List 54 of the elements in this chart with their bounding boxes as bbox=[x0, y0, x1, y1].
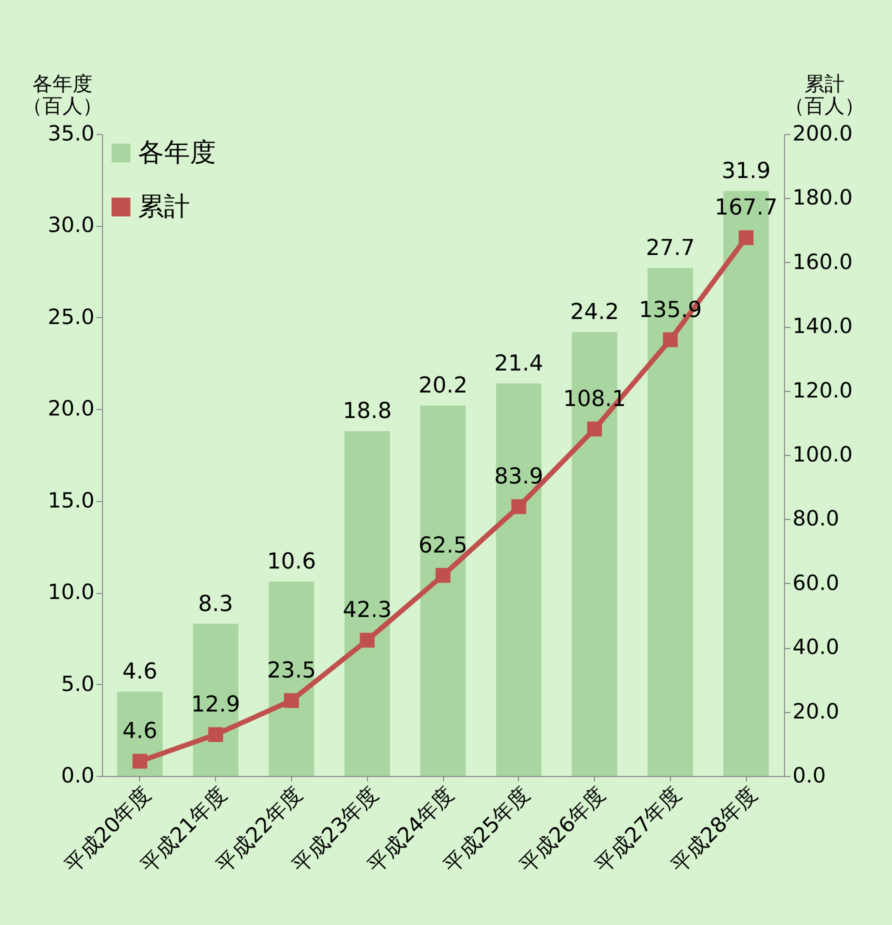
y2-tick-label: 140.0 bbox=[792, 314, 853, 338]
y2-tick-label: 160.0 bbox=[792, 250, 853, 274]
point bbox=[436, 568, 450, 583]
point bbox=[208, 727, 224, 742]
y2-tick-label: 20.0 bbox=[792, 699, 840, 724]
y2-tick-label: 60.0 bbox=[792, 570, 840, 595]
data-label: 23.5 bbox=[266, 658, 316, 684]
data-label: 8.3 bbox=[198, 592, 234, 617]
data-label: 10.6 bbox=[266, 550, 316, 575]
data-label: 20.2 bbox=[418, 373, 468, 398]
point bbox=[662, 332, 678, 348]
y-tick-label: 10.0 bbox=[48, 580, 94, 604]
data-label: 167.7 bbox=[714, 196, 778, 221]
point bbox=[511, 499, 526, 514]
data-label: 42.3 bbox=[342, 598, 392, 624]
data-label: 21.4 bbox=[494, 351, 544, 376]
point bbox=[738, 230, 754, 246]
legend-label: 累計 bbox=[138, 192, 190, 222]
y-axis-title: 各年度（百人） bbox=[22, 72, 102, 118]
data-label: 83.9 bbox=[494, 464, 544, 490]
y2-tick-label: 200.0 bbox=[792, 122, 853, 146]
data-label: 27.7 bbox=[646, 236, 695, 261]
data-label: 4.6 bbox=[122, 660, 158, 685]
y2-axis-title: 累計（百人） bbox=[784, 72, 864, 118]
y2-tick-label: 180.0 bbox=[792, 186, 853, 210]
y-tick-label: 25.0 bbox=[48, 304, 94, 329]
data-label: 4.6 bbox=[122, 719, 158, 744]
y-tick-label: 30.0 bbox=[48, 213, 94, 238]
y-tick-label: 5.0 bbox=[61, 672, 94, 696]
data-label: 24.2 bbox=[570, 300, 620, 326]
y2-tick-label: 120.0 bbox=[792, 378, 853, 402]
data-label: 62.5 bbox=[418, 533, 468, 558]
bar bbox=[117, 692, 163, 776]
point bbox=[587, 422, 602, 436]
point bbox=[360, 632, 375, 648]
bar bbox=[344, 431, 390, 776]
y-tick-label: 20.0 bbox=[48, 396, 94, 421]
y-tick-label: 15.0 bbox=[48, 488, 94, 512]
bar bbox=[420, 405, 466, 776]
point bbox=[132, 754, 148, 769]
data-label: 18.8 bbox=[342, 399, 392, 424]
bar bbox=[192, 624, 238, 776]
data-label: 12.9 bbox=[191, 692, 240, 718]
data-label: 31.9 bbox=[722, 158, 771, 184]
y2-tick-label: 100.0 bbox=[792, 442, 853, 466]
y2-tick-label: 80.0 bbox=[792, 506, 840, 531]
point bbox=[284, 693, 299, 708]
legend-label: 各年度 bbox=[138, 138, 216, 168]
bar bbox=[496, 383, 542, 776]
y2-tick-label: 0.0 bbox=[792, 764, 826, 788]
y-tick-label: 35.0 bbox=[48, 122, 94, 146]
y2-tick-label: 40.0 bbox=[792, 635, 840, 660]
y-tick-label: 0.0 bbox=[61, 764, 94, 788]
bar bbox=[268, 582, 314, 776]
